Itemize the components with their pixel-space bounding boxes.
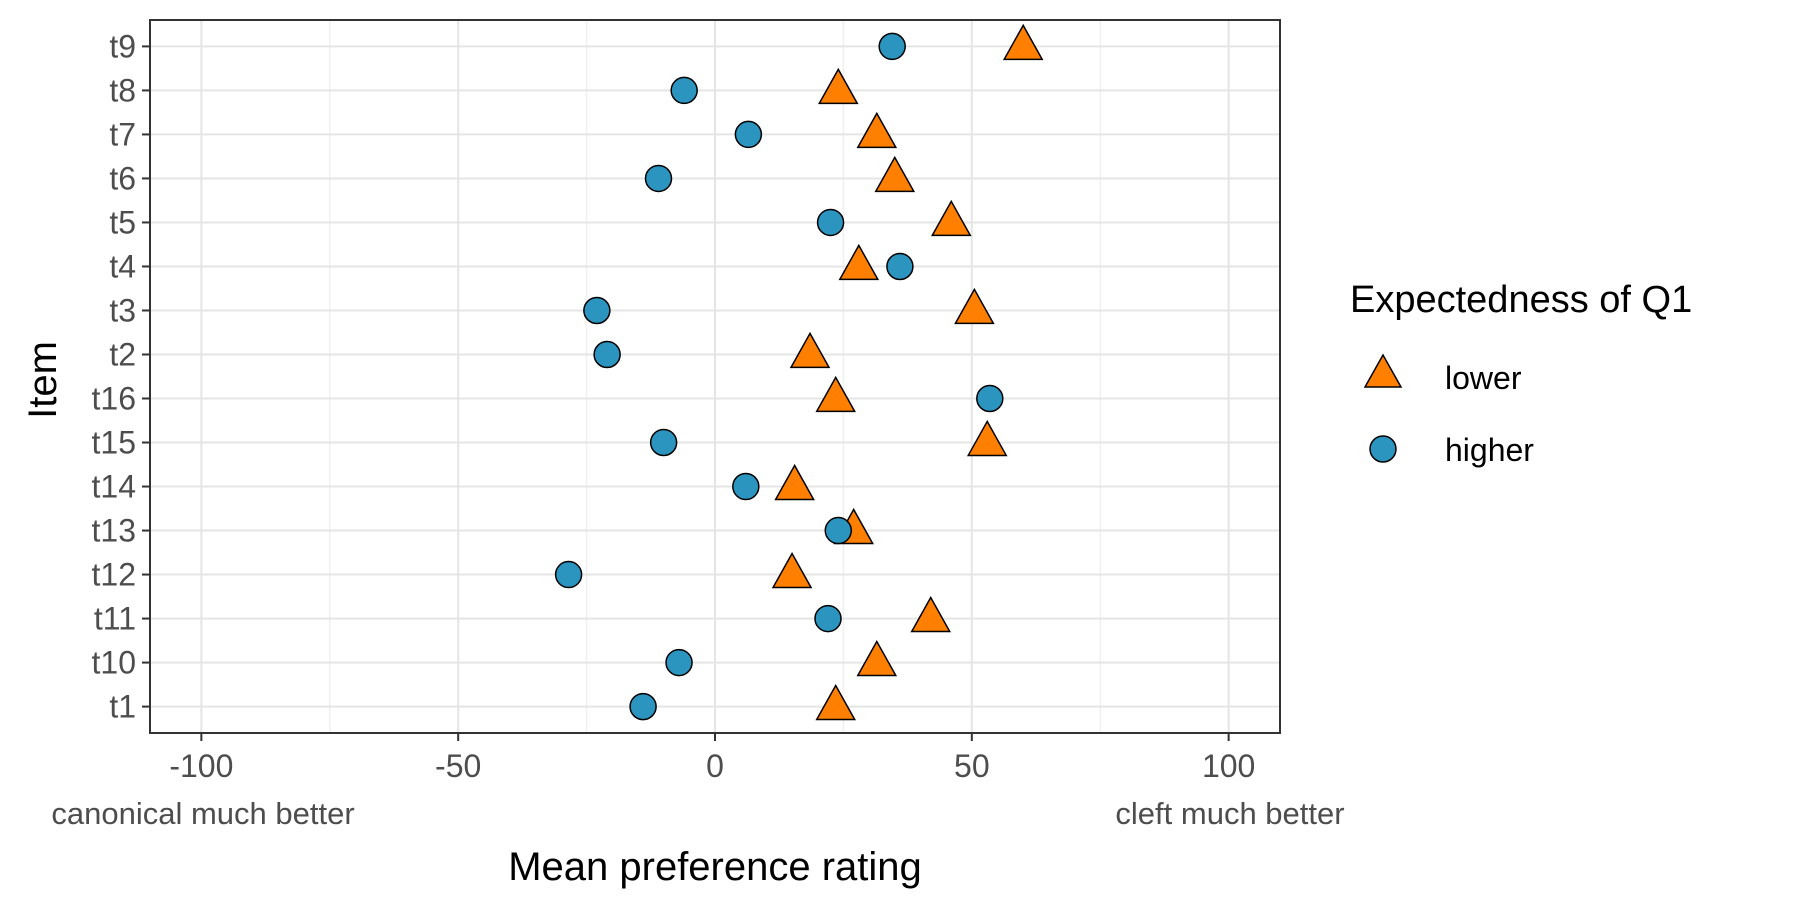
y-tick-label: t13 [92,513,136,549]
y-tick-label: t11 [94,601,136,637]
y-tick-label: t12 [92,557,136,593]
y-axis-title: Item [21,341,65,419]
point-lower-t11 [910,595,952,633]
point-higher-t3 [583,296,611,325]
point-lower-t7 [856,111,898,149]
point-lower-t5 [930,199,972,237]
point-lower-t14 [774,463,815,501]
point-lower-t9 [1002,23,1044,61]
y-tick-label: t10 [92,645,136,681]
x-tick-label: 50 [954,748,990,784]
point-higher-t14 [732,472,760,501]
point-lower-t3 [954,287,995,325]
point-higher-t16 [976,384,1004,413]
x-axis: -100 -50 0 50 100 [169,733,1255,784]
point-lower-t2 [789,331,831,369]
x-tick-label: -50 [435,748,481,784]
y-tick-label: t5 [109,204,136,240]
grid [150,20,1280,733]
y-tick-label: t9 [109,28,136,64]
y-tick-label: t1 [109,689,136,725]
point-lower-t15 [966,419,1008,457]
legend-circle-icon [1369,435,1397,463]
point-higher-t1 [629,692,657,721]
y-tick-label: t4 [109,248,136,284]
y-tick-label: t7 [109,116,136,152]
x-left-end-label: canonical much better [51,796,354,831]
legend: Expectedness of Q1 lower higher [1350,279,1692,468]
point-lower-t16 [815,375,856,413]
y-tick-label: t8 [109,72,136,108]
y-tick-label: t14 [92,469,136,505]
point-higher-t7 [734,120,763,149]
point-higher-t6 [644,164,673,193]
point-lower-t10 [856,639,898,677]
legend-triangle-icon [1363,353,1403,388]
point-higher-t13 [824,516,853,545]
x-right-end-label: cleft much better [1115,796,1344,831]
point-lower-t4 [838,243,880,281]
y-tick-label: t2 [109,336,136,372]
y-tick-label: t6 [109,160,136,196]
point-lower-t6 [874,155,916,193]
x-axis-title: Mean preference rating [508,845,922,889]
legend-title: Expectedness of Q1 [1350,279,1692,321]
y-axis: t1 t10 t11 t12 t13 t14 t15 t16 t2 t3 t4 t5 t6 t7 t8 t9 [92,28,150,725]
x-tick-label: -100 [169,748,233,784]
point-lower-t12 [771,551,813,589]
point-higher-t11 [814,604,842,633]
legend-label-higher: higher [1445,432,1534,468]
point-higher-t15 [649,428,678,457]
point-higher-t9 [878,32,906,61]
chart-marks [554,23,1044,721]
plot-border [149,19,1281,734]
x-tick-label: 0 [706,748,724,784]
legend-label-lower: lower [1445,360,1522,396]
point-higher-t10 [665,648,693,677]
point-lower-t1 [815,683,856,721]
point-higher-t5 [816,208,845,237]
point-higher-t12 [554,560,583,589]
x-tick-label: 100 [1202,748,1255,784]
point-higher-t8 [670,76,698,105]
point-higher-t2 [593,340,621,369]
point-higher-t4 [886,252,914,281]
y-tick-label: t15 [92,425,136,461]
y-tick-label: t16 [92,381,136,417]
point-lower-t8 [817,67,859,105]
y-tick-label: t3 [109,292,136,328]
